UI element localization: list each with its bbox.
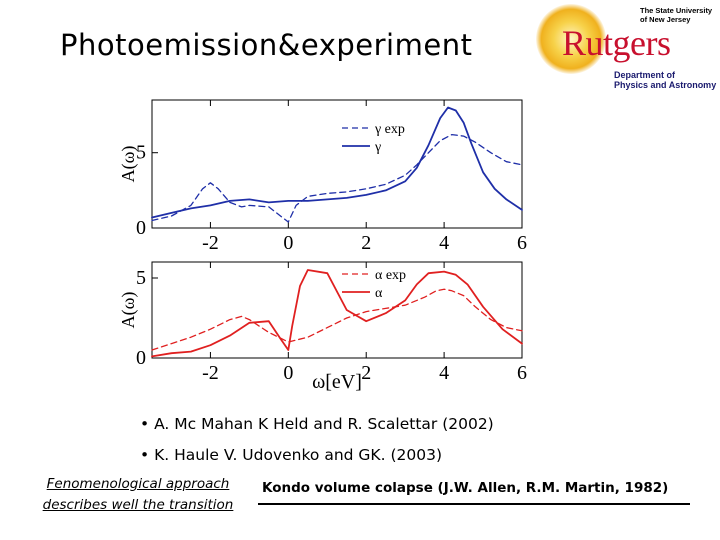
- x-tick-label-top: 0: [283, 232, 293, 254]
- legend-label-α-exp: α exp: [375, 268, 406, 283]
- pheno-line-1: Fenomenological approach: [46, 476, 230, 492]
- x-tick-label-top: 6: [517, 232, 527, 254]
- reference-2: • K. Haule V. Udovenko and GK. (2003): [140, 446, 442, 464]
- x-tick-label-bottom: 6: [517, 362, 527, 384]
- x-tick-label-bottom: 4: [439, 362, 449, 384]
- x-tick-label-bottom: 2: [361, 362, 371, 384]
- rutgers-logo: Rutgers The State University of New Jerse…: [528, 0, 720, 96]
- y-tick-label-top: 5: [136, 142, 146, 164]
- x-tick-label-bottom: -2: [202, 362, 219, 384]
- logo-wordmark: Rutgers: [562, 23, 671, 63]
- reference-1: • A. Mc Mahan K Held and R. Scalettar (2…: [140, 415, 494, 433]
- series-line-γ-exp: [151, 133, 523, 223]
- legend-label-α: α: [375, 286, 383, 301]
- x-tick-label-top: 2: [361, 232, 371, 254]
- legend-label-γ: γ: [374, 140, 381, 155]
- kondo-underline: [258, 503, 690, 505]
- pheno-line-2: describes well the transition: [42, 497, 234, 513]
- series-line-α: [151, 269, 523, 358]
- x-axis-label: ω[eV]: [312, 371, 362, 393]
- plot-frame-top: [151, 99, 523, 229]
- sun-seal-icon: [536, 4, 606, 74]
- y-axis-label-top: A(ω): [118, 146, 139, 183]
- y-tick-label-bottom: 0: [136, 347, 146, 369]
- logo-university: The State University of New Jersey: [640, 6, 713, 24]
- y-axis-label-bottom: A(ω): [118, 292, 139, 329]
- x-tick-label-bottom: 0: [283, 362, 293, 384]
- series-line-α-exp: [151, 288, 523, 351]
- phenomenological-note: Fenomenological approach describes well …: [30, 474, 246, 516]
- kondo-reference: Kondo volume colapse (J.W. Allen, R.M. M…: [262, 480, 669, 496]
- y-tick-label-top: 0: [136, 217, 146, 239]
- y-tick-label-bottom: 5: [136, 267, 146, 289]
- logo-department: Department of Physics and Astronomy: [614, 70, 717, 90]
- series-line-γ: [151, 106, 523, 219]
- plot-frame-bottom: [151, 261, 523, 359]
- x-tick-label-top: -2: [202, 232, 219, 254]
- slide-title: Photoemission&experiment: [60, 28, 473, 62]
- legend-label-γ-exp: γ exp: [374, 122, 405, 137]
- x-tick-label-top: 4: [439, 232, 449, 254]
